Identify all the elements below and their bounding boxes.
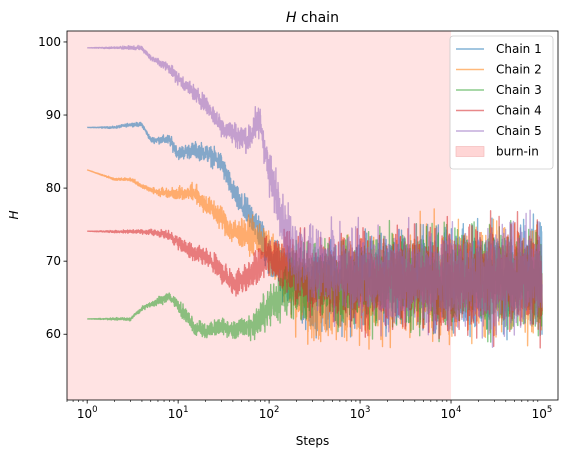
y-axis: 60 70 80 90 100 — [38, 35, 67, 341]
y-tick-label: 100 — [38, 35, 61, 49]
legend-label: burn-in — [496, 145, 539, 159]
y-axis-label: H — [7, 210, 21, 219]
legend-swatch — [455, 146, 485, 157]
x-tick-label: 105 — [532, 405, 553, 421]
x-tick-label: 101 — [168, 405, 189, 421]
x-axis: 100 101 102 103 104 105 — [66, 400, 553, 421]
burn-in-region — [67, 31, 452, 400]
x-tick-label: 102 — [259, 405, 280, 421]
y-tick-label: 60 — [46, 327, 61, 341]
x-tick-label: 100 — [77, 405, 98, 421]
chart-title: H chain — [286, 10, 339, 26]
y-tick-label: 70 — [46, 254, 61, 268]
y-tick-label: 90 — [46, 108, 61, 122]
legend-label: Chain 1 — [496, 42, 542, 56]
series-line-chain-5 — [86, 44, 543, 348]
x-tick-label: 103 — [350, 405, 371, 421]
legend-label: Chain 5 — [496, 124, 542, 138]
legend-label: Chain 4 — [496, 104, 542, 118]
legend: Chain 1 Chain 2 Chain 3 Chain 4 Chain 5 burn-… — [449, 35, 554, 170]
x-tick-label: 104 — [441, 405, 462, 421]
legend-label: Chain 2 — [496, 63, 542, 77]
legend-label: Chain 3 — [496, 83, 542, 97]
y-tick-label: 80 — [46, 181, 61, 195]
x-axis-label: Steps — [296, 434, 330, 448]
